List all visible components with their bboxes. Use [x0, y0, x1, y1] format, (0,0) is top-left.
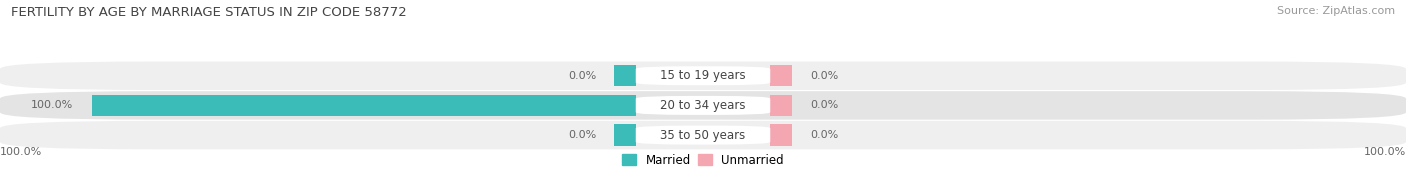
Text: 0.0%: 0.0% [810, 100, 838, 110]
FancyBboxPatch shape [636, 96, 770, 115]
Bar [770, 124, 792, 146]
FancyBboxPatch shape [0, 121, 1406, 149]
Text: 35 to 50 years: 35 to 50 years [661, 129, 745, 142]
Text: 0.0%: 0.0% [810, 71, 838, 81]
Bar [614, 65, 636, 86]
Text: 100.0%: 100.0% [0, 147, 42, 157]
Text: 15 to 19 years: 15 to 19 years [661, 69, 745, 82]
Bar [91, 95, 636, 116]
FancyBboxPatch shape [0, 91, 1406, 120]
Bar [770, 95, 792, 116]
Text: 0.0%: 0.0% [810, 130, 838, 140]
Text: 100.0%: 100.0% [31, 100, 73, 110]
Text: FERTILITY BY AGE BY MARRIAGE STATUS IN ZIP CODE 58772: FERTILITY BY AGE BY MARRIAGE STATUS IN Z… [11, 6, 406, 19]
Bar [770, 65, 792, 86]
FancyBboxPatch shape [0, 62, 1406, 90]
FancyBboxPatch shape [636, 126, 770, 145]
Text: Source: ZipAtlas.com: Source: ZipAtlas.com [1277, 6, 1395, 16]
Legend: Married, Unmarried: Married, Unmarried [621, 154, 785, 167]
Text: 100.0%: 100.0% [1364, 147, 1406, 157]
FancyBboxPatch shape [636, 66, 770, 85]
Text: 0.0%: 0.0% [568, 71, 596, 81]
Text: 20 to 34 years: 20 to 34 years [661, 99, 745, 112]
Bar [614, 124, 636, 146]
Text: 0.0%: 0.0% [568, 130, 596, 140]
